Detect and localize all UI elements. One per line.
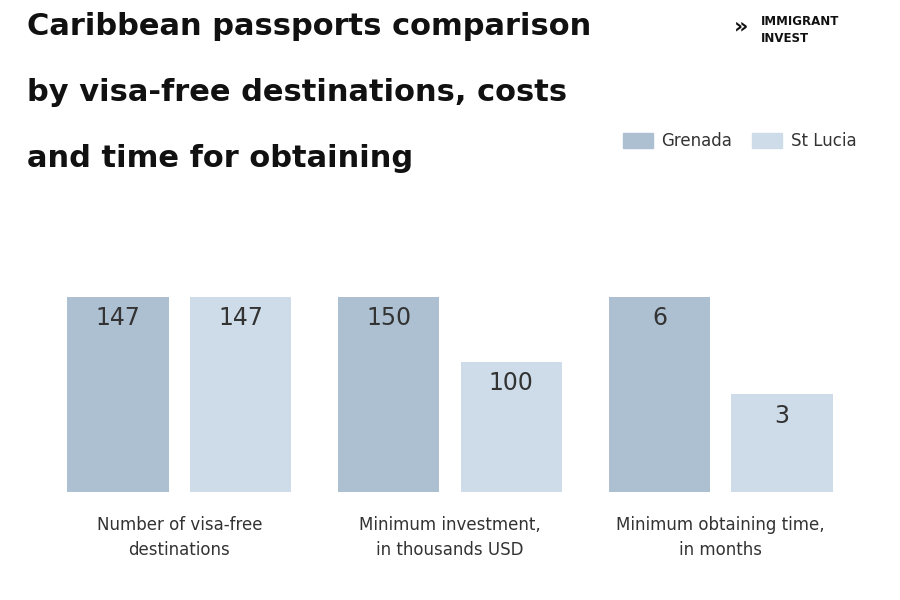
- Bar: [68, 296, 168, 492]
- Text: Caribbean passports comparison: Caribbean passports comparison: [27, 12, 591, 41]
- Bar: [732, 394, 832, 492]
- Bar: [338, 296, 439, 492]
- Text: Minimum investment,
in thousands USD: Minimum investment, in thousands USD: [359, 517, 541, 559]
- Text: Minimum obtaining time,
in months: Minimum obtaining time, in months: [616, 517, 825, 559]
- Text: IMMIGRANT
INVEST: IMMIGRANT INVEST: [760, 15, 839, 45]
- Bar: [608, 296, 710, 492]
- Text: »: »: [734, 17, 748, 37]
- Text: 3: 3: [775, 404, 789, 428]
- Text: 150: 150: [366, 306, 411, 330]
- Text: 147: 147: [95, 306, 140, 330]
- Text: 100: 100: [489, 371, 534, 395]
- Bar: [461, 362, 562, 492]
- Text: Number of visa-free
destinations: Number of visa-free destinations: [96, 517, 262, 559]
- Legend: Grenada, St Lucia: Grenada, St Lucia: [623, 132, 856, 150]
- Text: by visa-free destinations, costs: by visa-free destinations, costs: [27, 78, 567, 107]
- Text: and time for obtaining: and time for obtaining: [27, 144, 413, 173]
- Text: 147: 147: [218, 306, 263, 330]
- Text: 6: 6: [652, 306, 667, 330]
- Bar: [190, 296, 292, 492]
